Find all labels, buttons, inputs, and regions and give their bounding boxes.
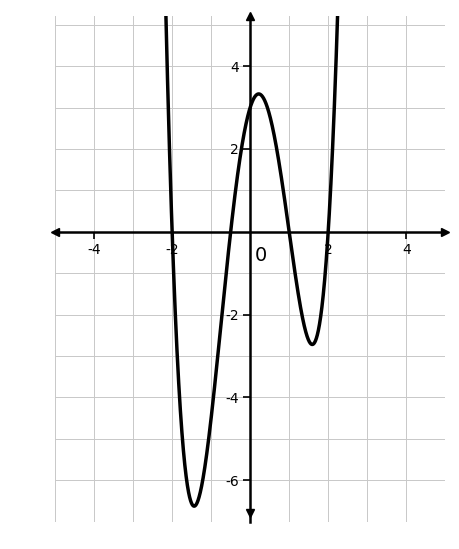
Text: 0: 0 [255, 247, 267, 265]
